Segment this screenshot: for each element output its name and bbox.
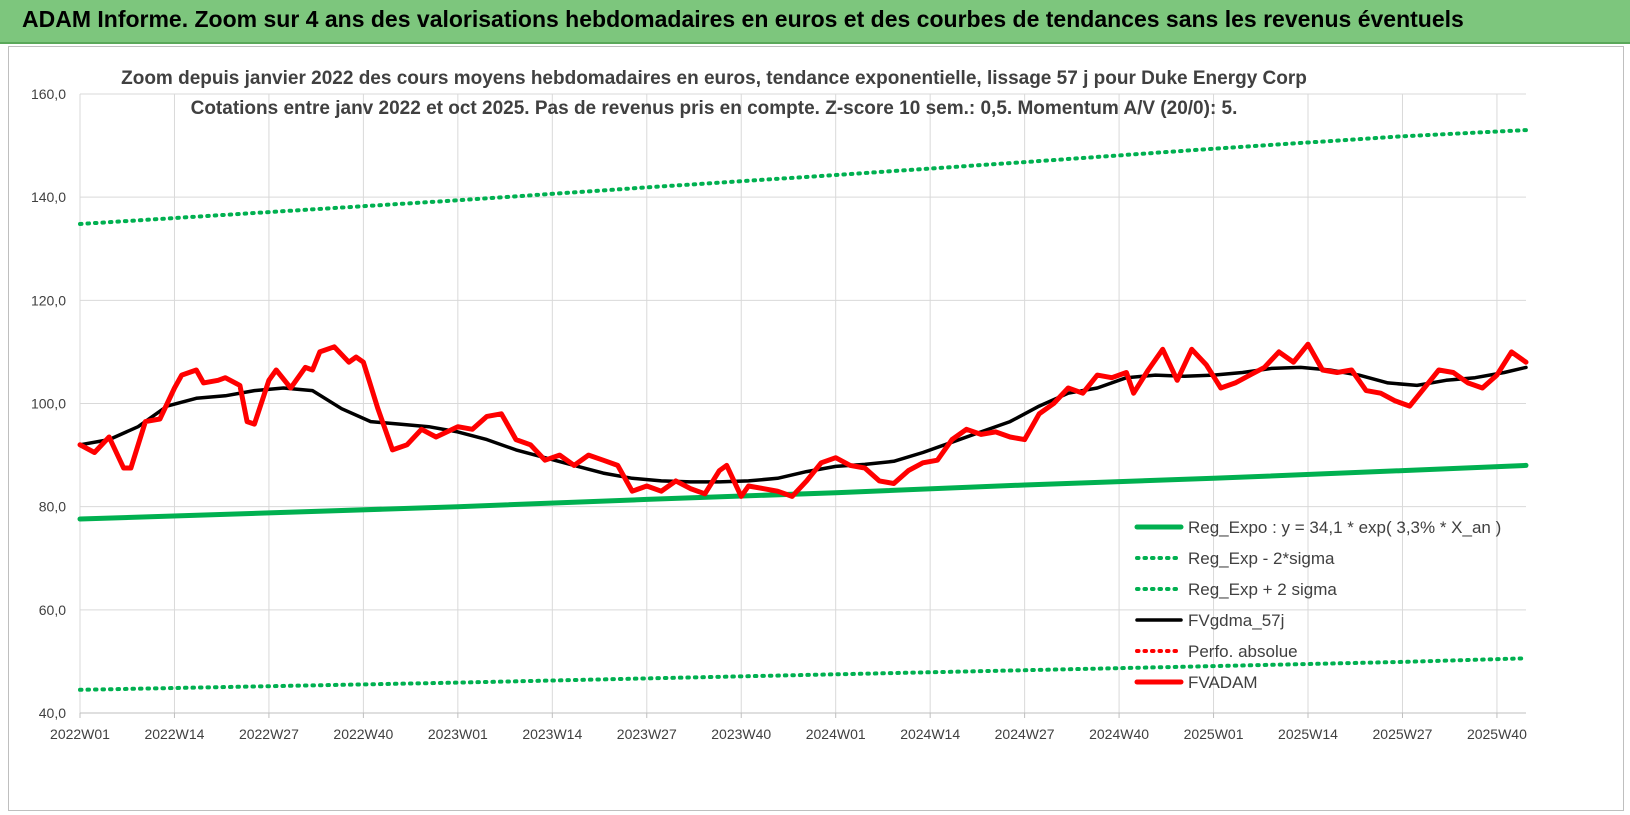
series-line-fvgdma-57j — [78, 365, 1528, 484]
y-tick-label: 120,0 — [31, 292, 66, 308]
y-tick-label: 80,0 — [39, 499, 66, 515]
line-chart: 40,0 60,0 80,0 100,0 120,0 140,0 160,0 2022W01 2… — [31, 68, 1529, 742]
x-tick-label: 2023W01 — [428, 726, 488, 742]
report-banner: ADAM Informe. Zoom sur 4 ans des valoris… — [0, 0, 1630, 44]
x-tick-label: 2023W40 — [711, 726, 771, 742]
legend-label: FVADAM — [1188, 673, 1258, 692]
x-tick-label: 2024W01 — [806, 726, 866, 742]
chart-title: Zoom depuis janvier 2022 des cours moyen… — [121, 68, 1307, 89]
chart-subtitle: Cotations entre janv 2022 et oct 2025. P… — [191, 98, 1238, 119]
legend-label: FVgdma_57j — [1188, 611, 1284, 630]
x-tick-label: 2023W27 — [617, 726, 677, 742]
series-line-reg-expo-y-34-1-exp-3-3-x-an — [77, 462, 1529, 522]
y-tick-label: 60,0 — [39, 602, 66, 618]
chart-axes: 40,0 60,0 80,0 100,0 120,0 140,0 160,0 2022W01 2… — [31, 86, 1527, 742]
series-line-reg-exp-2-sigma — [78, 128, 1528, 226]
x-tick-label: 2024W27 — [995, 726, 1055, 742]
series-line-reg-exp-2-sigma — [78, 656, 1528, 692]
x-tick-label: 2025W01 — [1184, 726, 1244, 742]
series-line-fvadam — [77, 341, 1529, 499]
chart-legend: Reg_Expo : y = 34,1 * exp( 3,3% * X_an )… — [1134, 518, 1501, 692]
report-banner-title: ADAM Informe. Zoom sur 4 ans des valoris… — [22, 6, 1464, 32]
legend-label: Perfo. absolue — [1188, 642, 1298, 661]
x-tick-label: 2023W14 — [522, 726, 582, 742]
x-tick-label: 2025W40 — [1467, 726, 1527, 742]
x-tick-label: 2025W14 — [1278, 726, 1338, 742]
x-tick-label: 2025W27 — [1373, 726, 1433, 742]
chart-area: 40,0 60,0 80,0 100,0 120,0 140,0 160,0 2022W01 2… — [8, 46, 1624, 811]
x-tick-label: 2022W01 — [50, 726, 110, 742]
y-tick-label: 140,0 — [31, 189, 66, 205]
x-tick-label: 2022W27 — [239, 726, 299, 742]
chart-series — [77, 128, 1529, 692]
chart-gridlines — [79, 93, 1526, 714]
x-tick-label: 2022W14 — [144, 726, 204, 742]
y-tick-label: 160,0 — [31, 86, 66, 102]
legend-label: Reg_Exp + 2 sigma — [1188, 580, 1337, 599]
legend-label: Reg_Expo : y = 34,1 * exp( 3,3% * X_an ) — [1188, 518, 1501, 537]
legend-label: Reg_Exp - 2*sigma — [1188, 549, 1335, 568]
y-tick-label: 40,0 — [39, 705, 66, 721]
y-tick-label: 100,0 — [31, 396, 66, 412]
x-tick-label: 2022W40 — [333, 726, 393, 742]
x-tick-label: 2024W14 — [900, 726, 960, 742]
x-tick-label: 2024W40 — [1089, 726, 1149, 742]
